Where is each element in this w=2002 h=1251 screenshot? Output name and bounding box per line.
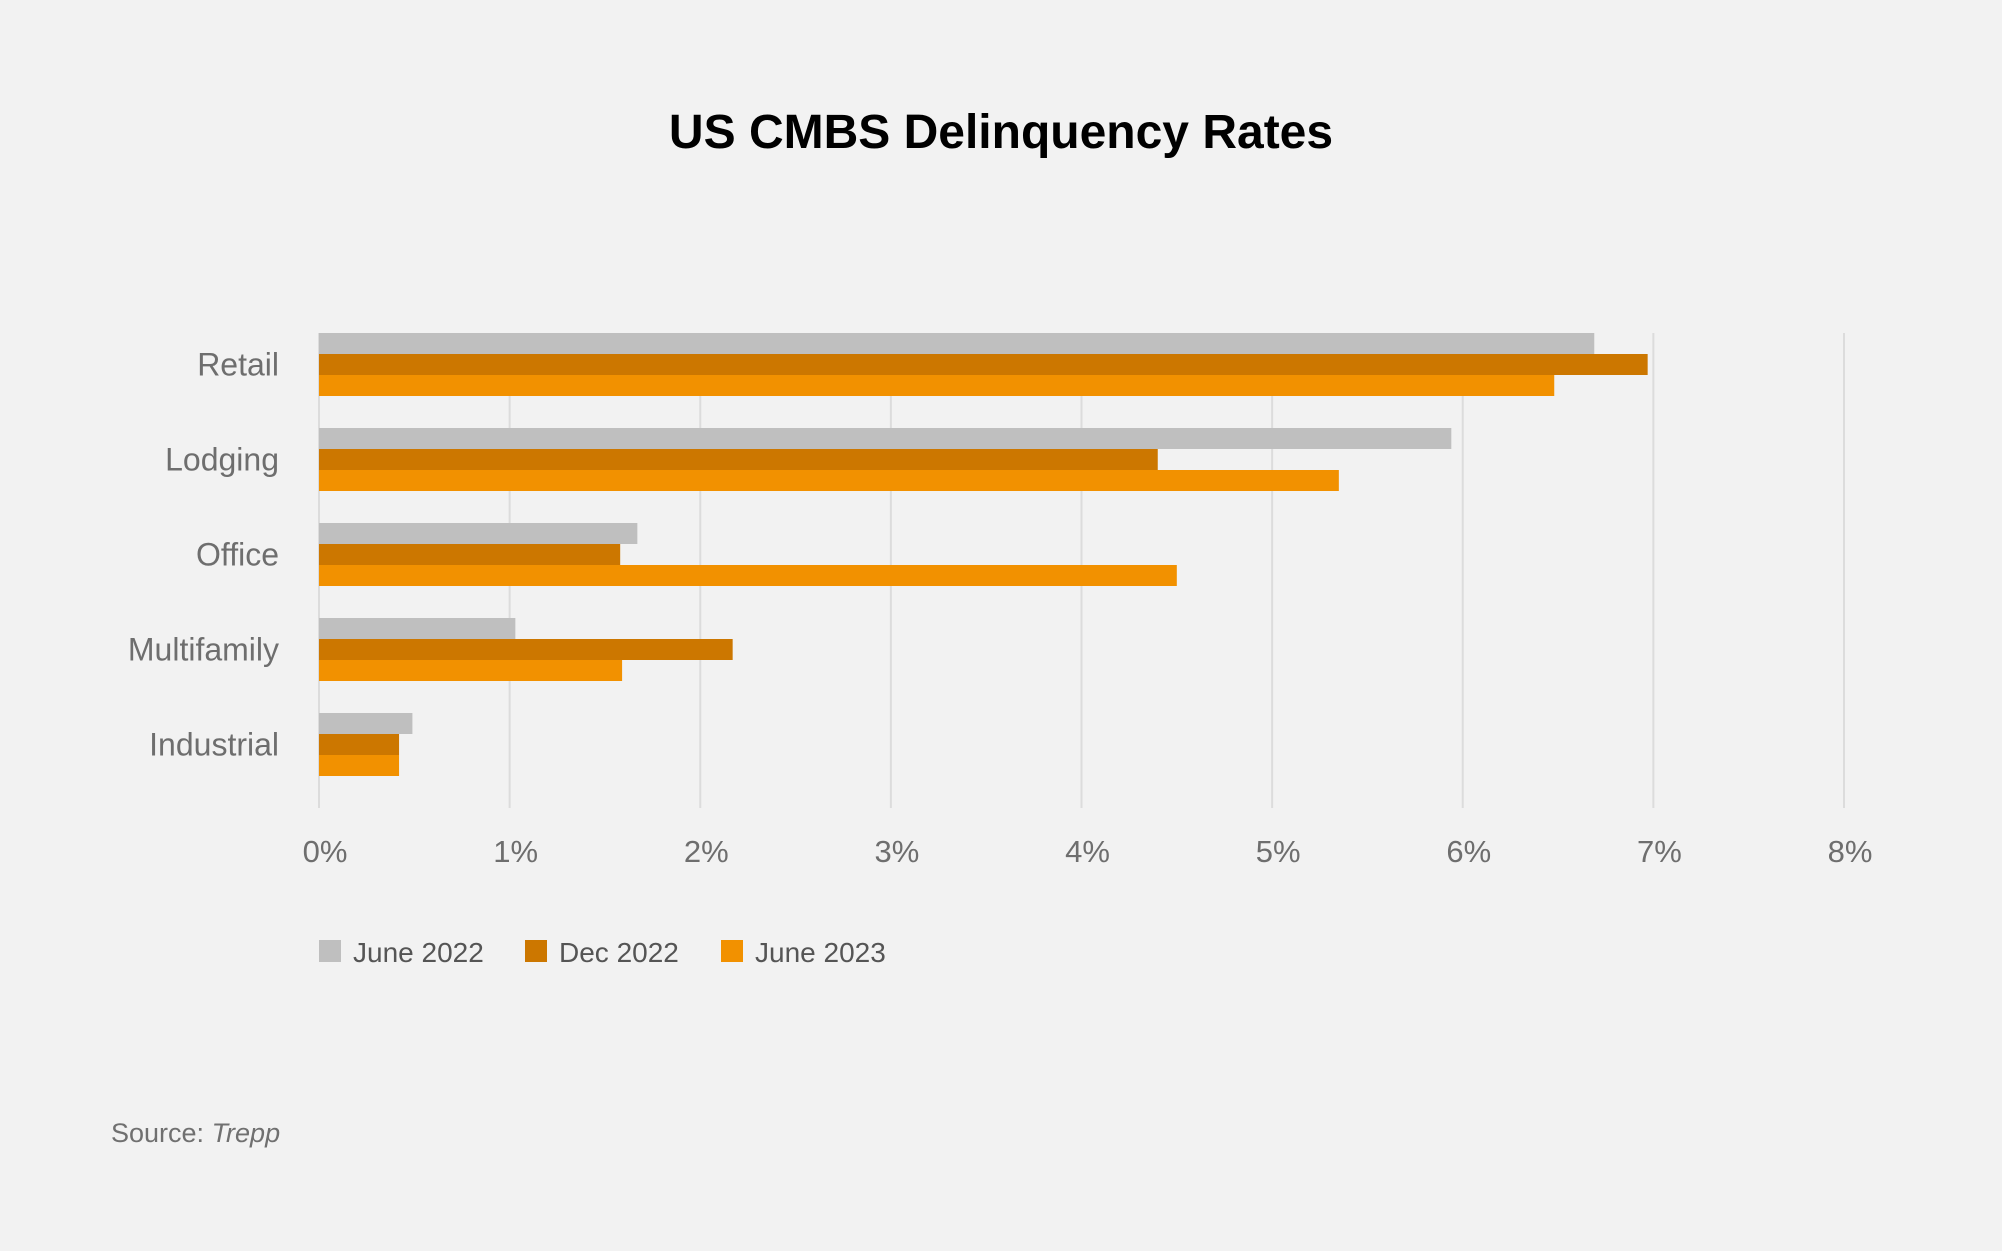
- x-tick-label: 5%: [1256, 834, 1301, 869]
- x-tick-label: 4%: [1065, 834, 1110, 869]
- source-name: Trepp: [212, 1118, 281, 1148]
- bar: [319, 618, 516, 639]
- bar: [319, 713, 413, 734]
- category-label: Lodging: [165, 442, 279, 478]
- bar: [319, 375, 1555, 396]
- bar: [319, 660, 623, 681]
- chart-title: US CMBS Delinquency Rates: [669, 106, 1333, 159]
- legend-swatch: [721, 940, 743, 962]
- source-note: Source: Trepp: [111, 1118, 280, 1148]
- bar: [319, 428, 1452, 449]
- x-tick-label: 3%: [874, 834, 919, 869]
- legend-label: Dec 2022: [559, 937, 679, 968]
- bar: [319, 449, 1158, 470]
- legend-item: June 2022: [319, 937, 484, 968]
- x-tick-label: 7%: [1637, 834, 1682, 869]
- legend-item: Dec 2022: [525, 937, 679, 968]
- legend: June 2022 Dec 2022 June 2023: [319, 937, 886, 968]
- legend-item: June 2023: [721, 937, 886, 968]
- x-tick-label: 1%: [493, 834, 538, 869]
- bar: [319, 544, 621, 565]
- x-tick-label: 2%: [684, 834, 729, 869]
- bar: [319, 755, 400, 776]
- legend-swatch: [525, 940, 547, 962]
- bar: [319, 333, 1595, 354]
- category-label: Industrial: [149, 727, 279, 763]
- x-tick-label: 8%: [1828, 834, 1873, 869]
- x-tick-label: 6%: [1446, 834, 1491, 869]
- bar: [319, 354, 1648, 375]
- bar: [319, 639, 733, 660]
- category-labels: Retail Lodging Office Multifamily Industrial: [128, 347, 279, 763]
- legend-swatch: [319, 940, 341, 962]
- x-tick-label: 0%: [303, 834, 348, 869]
- category-label: Multifamily: [128, 632, 279, 668]
- legend-label: June 2022: [353, 937, 484, 968]
- x-axis-tick-labels: 0% 1% 2% 3% 4% 5% 6% 7% 8%: [303, 834, 1873, 869]
- bar: [319, 523, 638, 544]
- bar: [319, 565, 1177, 586]
- category-label: Retail: [197, 347, 279, 383]
- bars: [319, 333, 1648, 776]
- source-prefix: Source:: [111, 1118, 212, 1148]
- legend-label: June 2023: [755, 937, 886, 968]
- bar: [319, 734, 400, 755]
- bar: [319, 470, 1339, 491]
- category-label: Office: [196, 537, 279, 573]
